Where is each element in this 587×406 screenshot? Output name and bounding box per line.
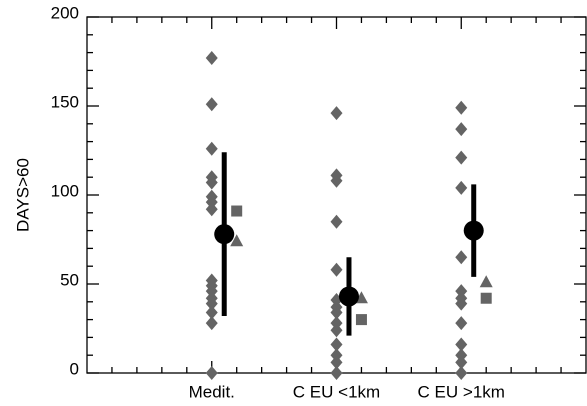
triangle-point	[479, 275, 493, 288]
diamond-point	[455, 316, 468, 331]
diamond-point	[330, 106, 343, 121]
diamond-point	[330, 214, 343, 229]
diamond-point	[330, 316, 343, 331]
diamond-point	[455, 366, 468, 380]
diamond-point	[205, 141, 218, 156]
x-tick-label: C EU <1km	[293, 382, 380, 401]
y-tick-label: 50	[60, 270, 79, 289]
diamond-point	[455, 296, 468, 311]
diamond-point	[455, 122, 468, 137]
diamond-point	[205, 175, 218, 190]
diamond-point	[330, 305, 343, 320]
square-point	[231, 205, 243, 217]
diamond-point	[205, 305, 218, 320]
square-point	[480, 292, 492, 304]
diamond-point	[455, 355, 468, 370]
diamond-point	[330, 366, 343, 380]
triangle-point	[230, 234, 244, 247]
diamond-point	[455, 348, 468, 363]
square-point	[355, 314, 367, 326]
diamond-point	[205, 316, 218, 331]
diamond-point	[330, 173, 343, 188]
diamond-point	[205, 97, 218, 112]
mean-point	[338, 286, 359, 307]
diamond-point	[330, 348, 343, 363]
diamond-point	[455, 100, 468, 115]
y-tick-label: 200	[51, 3, 79, 22]
diamond-point	[330, 337, 343, 352]
y-tick-label: 100	[51, 181, 79, 200]
diamond-point	[330, 323, 343, 338]
diamond-point	[205, 50, 218, 65]
diamond-point	[455, 337, 468, 352]
diamond-point	[330, 355, 343, 370]
mean-point	[214, 224, 235, 245]
diamond-point	[205, 284, 218, 299]
diamond-point	[455, 180, 468, 195]
x-tick-label: C EU >1km	[418, 382, 505, 401]
diamond-point	[205, 296, 218, 311]
x-tick-label: Medit.	[189, 382, 235, 401]
mean-point	[463, 220, 484, 241]
diamond-point	[455, 250, 468, 265]
diamond-point	[205, 195, 218, 210]
diamond-point	[205, 202, 218, 217]
y-tick-label: 150	[51, 92, 79, 111]
y-tick-label: 0	[70, 359, 79, 378]
diamond-point	[455, 284, 468, 299]
diamond-point	[330, 262, 343, 277]
diamond-point	[205, 366, 218, 380]
y-axis-label: DAYS>60	[13, 158, 32, 232]
diamond-point	[455, 150, 468, 165]
